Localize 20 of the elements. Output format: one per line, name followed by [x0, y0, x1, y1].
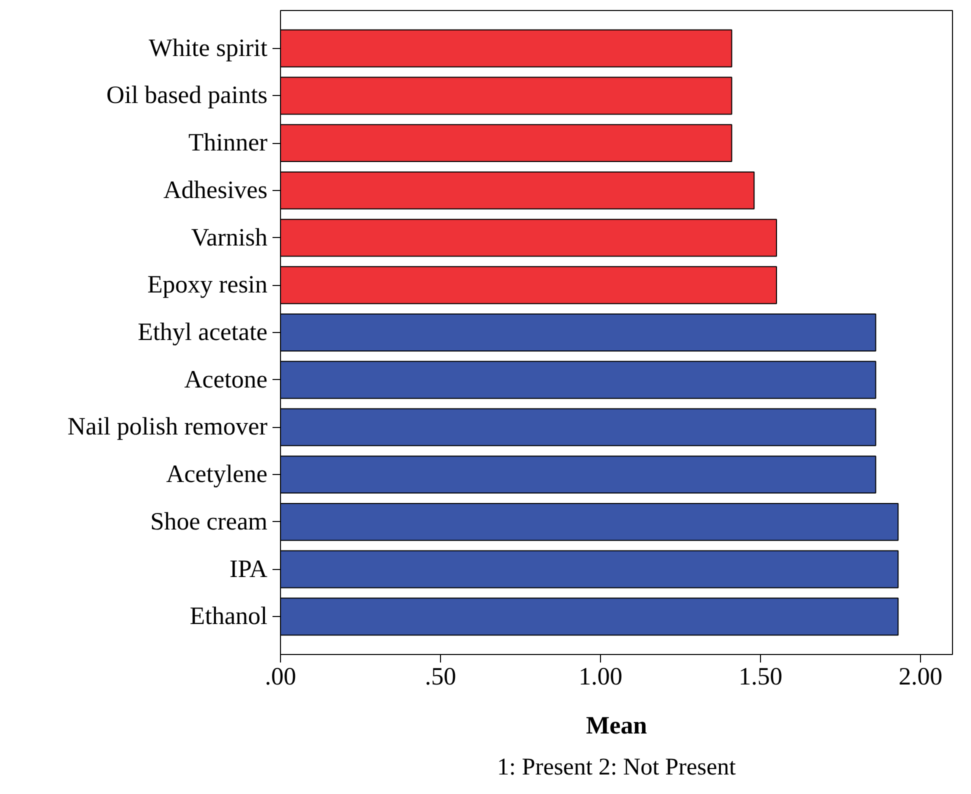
- x-tick-label: 1.00: [578, 664, 622, 690]
- y-tick-label: Thinner: [188, 130, 268, 157]
- y-tick-label: Adhesives: [163, 176, 268, 204]
- y-tick-label: Epoxy resin: [147, 272, 268, 299]
- y-tick-label: Varnish: [191, 224, 268, 252]
- y-tick-label: Ethanol: [190, 603, 268, 630]
- y-tick-label: Nail polish remover: [68, 414, 268, 441]
- text: 1: Present 2: Not Present: [497, 754, 736, 780]
- y-tick-label: Ethyl acetate: [138, 319, 268, 346]
- y-tick-label: Acetylene: [166, 461, 268, 488]
- y-tick-label: White spirit: [148, 34, 268, 62]
- y-tick-label: IPA: [230, 556, 268, 583]
- x-tick-label: 2.00: [898, 664, 942, 690]
- x-tick-label: 1.50: [738, 664, 782, 690]
- x-axis-title: Mean: [586, 712, 648, 740]
- x-tick-label: .00: [264, 664, 296, 690]
- y-tick-label: Shoe cream: [150, 508, 268, 536]
- x-tick-label: .50: [424, 664, 456, 690]
- y-tick-label: Acetone: [184, 366, 268, 394]
- y-tick-label: Oil based paints: [106, 82, 268, 110]
